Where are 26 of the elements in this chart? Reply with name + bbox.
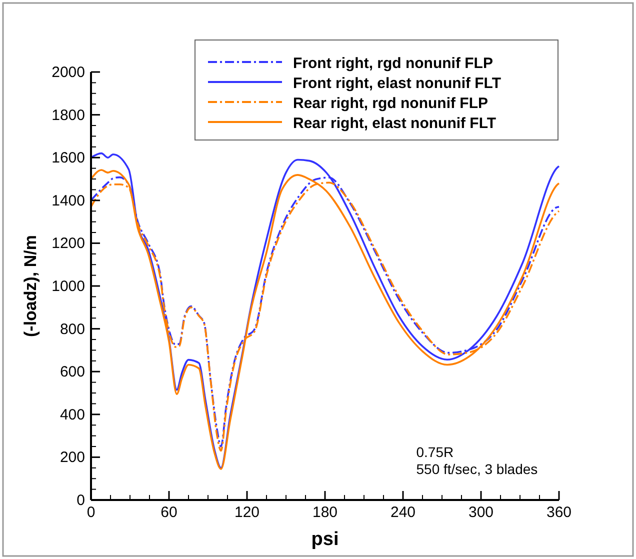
x-tick-label: 0 [86, 504, 96, 521]
y-tick-label: 200 [60, 449, 85, 466]
y-tick-label: 1000 [52, 278, 85, 295]
y-tick-label: 1800 [52, 106, 85, 124]
y-tick-label: 1600 [52, 150, 85, 167]
legend-label: Front right, elast nonunif FLT [293, 75, 502, 92]
annotation: 0.75R [416, 444, 454, 460]
annotation: 550 ft/sec, 3 blades [416, 461, 538, 477]
x-tick-label: 180 [312, 504, 338, 521]
y-tick-label: 400 [60, 406, 85, 424]
y-tick-label: 600 [60, 364, 85, 381]
legend-label: Rear right, rgd nonunif FLP [293, 95, 488, 112]
legend-label: Front right, rgd nonunif FLP [293, 55, 493, 72]
x-axis-title: psi [311, 529, 339, 550]
legend-label: Rear right, elast nonunif FLT [293, 115, 496, 132]
y-tick-label: 1400 [52, 192, 85, 210]
x-tick-label: 120 [234, 504, 260, 521]
y-tick-label: 0 [76, 492, 85, 509]
x-tick-label: 60 [160, 504, 178, 521]
y-tick-label: 2000 [52, 64, 85, 81]
y-tick-label: 1200 [52, 235, 85, 252]
x-tick-label: 240 [390, 504, 416, 521]
x-tick-label: 360 [546, 504, 572, 521]
y-tick-label: 800 [60, 320, 85, 338]
y-axis-title: (-loadz), N/m [21, 235, 40, 337]
x-tick-label: 300 [468, 504, 494, 521]
